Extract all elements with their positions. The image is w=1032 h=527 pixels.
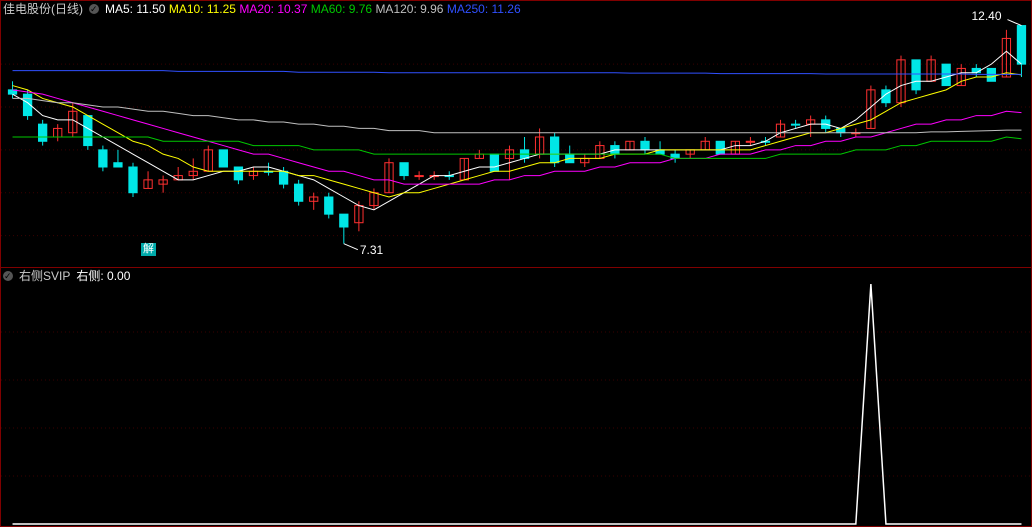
candlestick-panel[interactable]: 佳电股份(日线) MA5: 11.50 MA10: 11.25 MA20: 10… — [0, 0, 1032, 268]
indicator-header: 右侧SVIP 右侧: 0.00 — [3, 269, 130, 283]
stock-title: 佳电股份(日线) — [3, 2, 83, 16]
indicator-metric: 右侧: 0.00 — [76, 269, 130, 283]
high-price-annotation: 12.40 — [971, 10, 1001, 22]
indicator-title: 右侧SVIP — [19, 269, 70, 283]
candlestick-svg — [1, 1, 1032, 269]
indicator-panel[interactable]: 右侧SVIP 右侧: 0.00 — [0, 268, 1032, 527]
candlestick-header: 佳电股份(日线) MA5: 11.50 MA10: 11.25 MA20: 10… — [3, 2, 521, 16]
toggle-icon[interactable] — [89, 4, 99, 14]
ma-legend: MA5: 11.50 MA10: 11.25 MA20: 10.37 MA60:… — [105, 2, 521, 16]
indicator-svg — [1, 268, 1032, 527]
resolve-tag[interactable]: 解 — [141, 243, 156, 256]
low-price-annotation: 7.31 — [360, 244, 383, 256]
toggle-icon[interactable] — [3, 271, 13, 281]
